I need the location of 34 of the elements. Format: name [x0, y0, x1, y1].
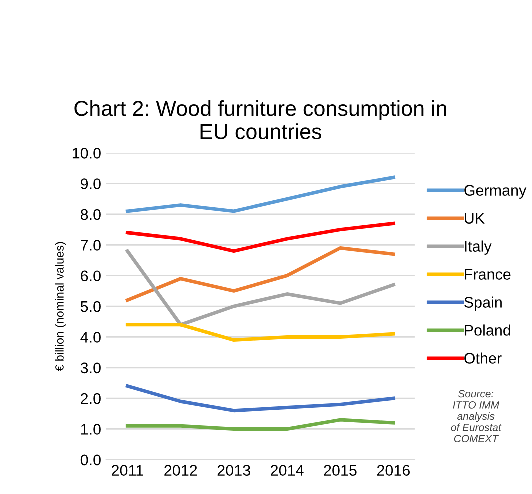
x-tick-label: 2016 [377, 465, 410, 476]
legend-label: Other [464, 352, 502, 364]
legend-label: UK [465, 213, 485, 224]
chart-title: Chart 2: Wood furniture consumption in EU countries [74, 100, 446, 140]
y-tick-label: 3.0 [80, 362, 101, 374]
line-series [126, 384, 396, 413]
legend-label: Spain [464, 296, 502, 311]
x-tick-label: 2012 [164, 465, 198, 476]
y-tick-label: 7.0 [81, 240, 101, 251]
line-series [126, 323, 396, 342]
line-series [126, 250, 396, 327]
y-tick-label: 1.0 [81, 424, 101, 435]
x-tick-label: 2013 [218, 465, 250, 476]
y-tick-label: 10.0 [72, 148, 101, 159]
x-tick-label: 2014 [271, 465, 304, 476]
legend-label: Germany [464, 185, 527, 199]
line-series [126, 222, 396, 254]
y-tick-label: 8.0 [80, 209, 101, 220]
x-tick-label: 2015 [324, 465, 357, 476]
y-axis-title: € billion (nominal values) [55, 242, 66, 372]
x-tick-label: 2011 [112, 465, 144, 476]
y-tick-label: 9.0 [81, 178, 101, 190]
legend-label: Poland [465, 324, 510, 336]
y-tick-label: 4.0 [80, 332, 101, 343]
line-series [126, 246, 396, 302]
y-tick-label: 2.0 [81, 393, 101, 404]
y-tick-label: 6.0 [81, 270, 101, 282]
line-series [126, 418, 396, 431]
y-tick-label: 0.0 [80, 454, 101, 466]
line-series [126, 176, 396, 214]
legend-label: France [465, 269, 511, 280]
y-tick-label: 5.0 [80, 301, 101, 312]
source-note: Source: ITTO IMM analysis of Eurostat COMEXT [451, 390, 502, 443]
legend-label: Italy [465, 240, 492, 255]
